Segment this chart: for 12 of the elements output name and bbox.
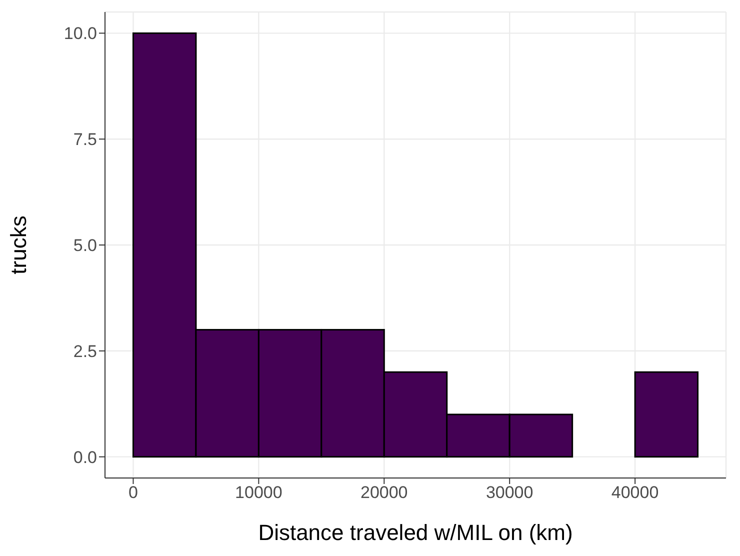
x-tick-label: 40000 bbox=[611, 483, 659, 502]
y-tick-label: 0.0 bbox=[73, 448, 97, 467]
x-axis-title: Distance traveled w/MIL on (km) bbox=[258, 520, 573, 545]
x-tick-label: 20000 bbox=[360, 483, 408, 502]
y-tick-label: 2.5 bbox=[73, 342, 97, 361]
x-tick-label: 0 bbox=[128, 483, 138, 502]
y-axis-title: trucks bbox=[6, 216, 31, 274]
y-tick-label: 5.0 bbox=[73, 236, 97, 256]
x-tick-label: 10000 bbox=[235, 483, 282, 502]
x-tick-label: 30000 bbox=[486, 483, 534, 502]
y-tick-label: 10.0 bbox=[64, 24, 97, 44]
y-tick-label: 7.5 bbox=[73, 130, 97, 150]
